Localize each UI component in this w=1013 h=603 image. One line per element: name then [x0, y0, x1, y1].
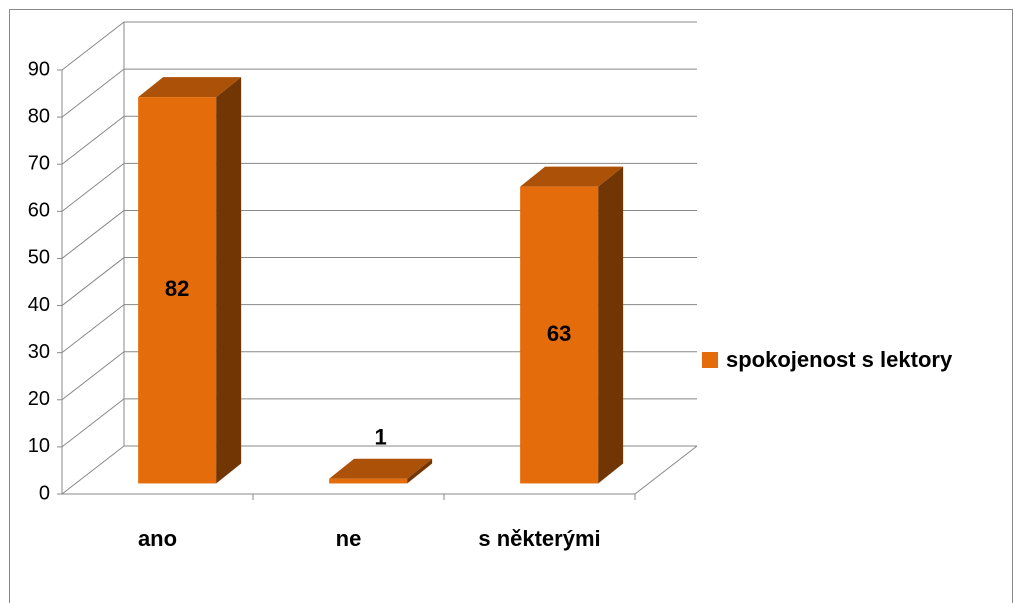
legend-label: spokojenost s lektory: [726, 347, 953, 372]
bar-top: [520, 166, 624, 187]
bar-side: [407, 458, 433, 484]
y-tick-label: 0: [39, 482, 50, 504]
data-label: 82: [165, 276, 189, 301]
axis: [634, 445, 698, 495]
grid-line: [61, 445, 125, 495]
legend-swatch: [702, 352, 718, 368]
x-tick-label: ne: [336, 526, 362, 551]
bar-top: [329, 458, 433, 479]
y-tick-label: 40: [28, 294, 50, 316]
y-tick-label: 90: [28, 58, 50, 80]
data-label: 1: [375, 425, 387, 450]
grid-line: [61, 21, 125, 71]
bar: [329, 478, 408, 484]
grid-line: [61, 351, 125, 401]
data-label: 63: [547, 321, 571, 346]
grid-line: [61, 162, 125, 212]
bar-top: [138, 77, 242, 98]
bar: [138, 97, 217, 484]
grid-line: [61, 210, 125, 259]
grid-line: [61, 68, 125, 118]
grid-line: [61, 115, 125, 165]
y-tick-label: 60: [28, 200, 50, 222]
y-tick-label: 10: [28, 435, 50, 457]
y-tick-label: 20: [28, 388, 50, 410]
y-tick-label: 30: [28, 341, 50, 363]
bar: [520, 186, 599, 484]
x-tick-label: ano: [138, 526, 177, 551]
bar-side: [598, 166, 624, 484]
y-tick-label: 70: [28, 153, 50, 175]
grid-line: [61, 304, 125, 354]
grid-line: [61, 398, 125, 448]
grid-line: [61, 257, 125, 306]
x-tick-label: s některými: [478, 526, 600, 551]
y-tick-label: 50: [28, 247, 50, 269]
y-tick-label: 80: [28, 105, 50, 127]
bar-side: [216, 77, 242, 484]
